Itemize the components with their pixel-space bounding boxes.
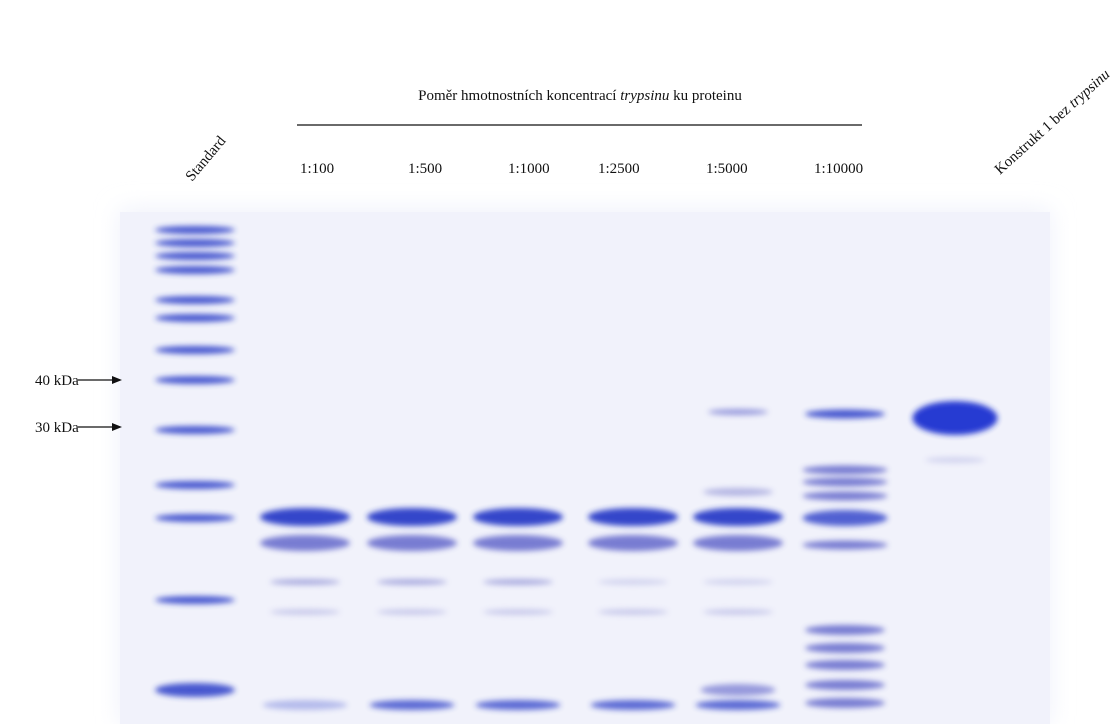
band [155, 266, 235, 274]
band [802, 510, 888, 526]
band [367, 535, 457, 551]
band [912, 401, 998, 435]
band [802, 477, 888, 487]
lane-label: Standard [183, 133, 230, 185]
bands [155, 226, 998, 710]
title: Poměr hmotnostních koncentrací trypsinu … [418, 88, 742, 104]
band [155, 426, 235, 434]
band [802, 491, 888, 501]
band [155, 239, 235, 247]
band [802, 465, 888, 475]
band [377, 609, 447, 615]
band [367, 508, 457, 526]
band [805, 409, 885, 419]
band [155, 252, 235, 260]
lane-label: 1:500 [408, 161, 442, 177]
band [155, 683, 235, 697]
band [155, 596, 235, 604]
band [703, 609, 773, 615]
band [693, 508, 783, 526]
lane-label-part: trypsinu [1066, 67, 1113, 112]
lane-label: Konstrukt 1 bez trypsinu [992, 67, 1113, 178]
lane-label: 1:100 [300, 161, 334, 177]
band [805, 643, 885, 653]
lane-label: 1:1000 [508, 161, 550, 177]
band [155, 296, 235, 304]
marker-label: 40 kDa [35, 373, 79, 389]
band [369, 700, 455, 710]
title-part: Poměr hmotnostních koncentrací [418, 88, 620, 104]
marker-arrowhead [112, 423, 122, 431]
title-part: trypsinu [620, 88, 669, 104]
band [155, 376, 235, 384]
marker-label: 30 kDa [35, 420, 79, 436]
band [270, 579, 340, 585]
band [703, 488, 773, 496]
band [708, 409, 768, 415]
marker-arrowhead [112, 376, 122, 384]
band [262, 700, 348, 710]
band [483, 579, 553, 585]
band [588, 535, 678, 551]
band [598, 609, 668, 615]
labels: Standard 1:100 1:500 1:1000 1:2500 1:5000 1:10… [35, 133, 863, 436]
title-part: ku proteinu [669, 88, 742, 104]
band [260, 508, 350, 526]
band [155, 226, 235, 234]
band [260, 535, 350, 551]
lane-label-part: Konstrukt 1 bez [992, 99, 1077, 178]
lane-label: 1:10000 [814, 161, 863, 177]
band [805, 660, 885, 670]
band [155, 314, 235, 322]
band [473, 508, 563, 526]
band [802, 540, 888, 550]
band [805, 625, 885, 635]
band [155, 514, 235, 522]
band [377, 579, 447, 585]
gel [120, 210, 1050, 724]
band [925, 457, 985, 463]
band [483, 609, 553, 615]
gel-body [120, 212, 1050, 724]
band [703, 579, 773, 585]
band [473, 535, 563, 551]
band [700, 684, 776, 696]
lane-label: 1:2500 [598, 161, 640, 177]
lane-label: 1:5000 [706, 161, 748, 177]
band [270, 609, 340, 615]
band [590, 700, 676, 710]
band [695, 700, 781, 710]
band [693, 535, 783, 551]
band [588, 508, 678, 526]
band [475, 700, 561, 710]
band [155, 346, 235, 354]
band [805, 698, 885, 708]
band [155, 481, 235, 489]
band [598, 579, 668, 585]
band [805, 680, 885, 690]
